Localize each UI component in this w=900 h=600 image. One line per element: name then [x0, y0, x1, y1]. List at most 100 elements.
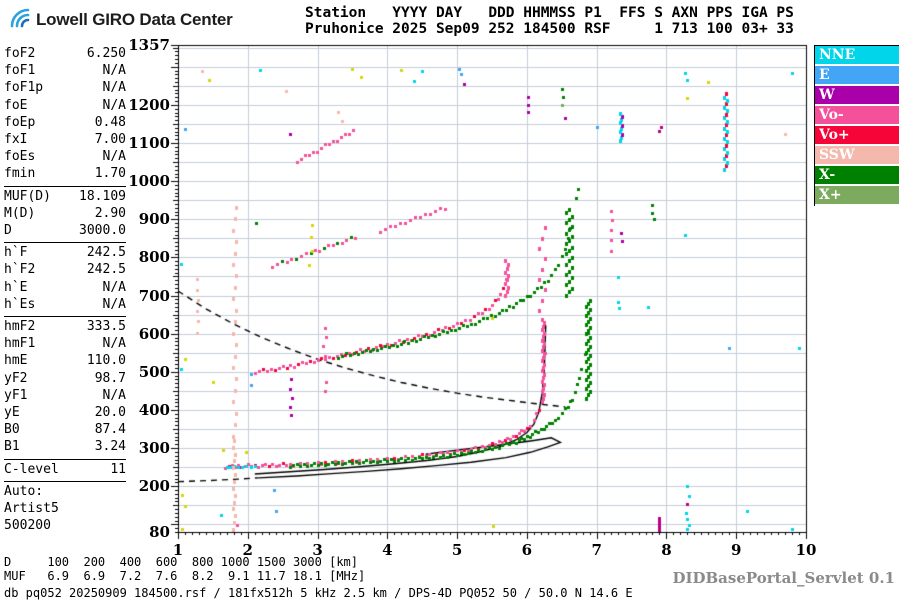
- x-tick-1: 1: [172, 541, 184, 559]
- param-row-h`Es: h`Es N/A: [4, 296, 126, 313]
- param-label: yF2: [4, 370, 28, 386]
- param-value: 242.5: [86, 245, 126, 261]
- x-tick-10: 10: [795, 541, 817, 559]
- param-group-1: MUF(D) 18.109 M(D) 2.90 D 3000.0: [4, 187, 126, 244]
- giro-logo: Lowell GIRO Data Center: [8, 6, 233, 34]
- param-value: 7.00: [94, 132, 126, 148]
- param-label: h`E: [4, 279, 28, 295]
- autoscaling-line: Artist5: [4, 501, 59, 517]
- giro-logo-icon: [8, 6, 32, 34]
- param-row-hmF1: hmF1 N/A: [4, 335, 126, 352]
- param-row-C-level: C-level 11: [4, 461, 126, 478]
- param-value: N/A: [102, 387, 126, 403]
- param-row-B1: B1 3.24: [4, 438, 126, 455]
- param-value: N/A: [102, 279, 126, 295]
- x-tick-5: 5: [451, 541, 463, 559]
- parameter-panel: foF2 6.250 foF1 N/A foF1p N/A foE N/A foEp 0.48 fx…: [4, 44, 126, 537]
- legend-item-X-: X-: [815, 166, 899, 184]
- y-tick-600: 600: [138, 324, 170, 343]
- ionogram-plot: [158, 40, 808, 540]
- param-row-yF2: yF2 98.7: [4, 370, 126, 387]
- param-value: N/A: [102, 63, 126, 79]
- legend-item-Vo-: Vo-: [815, 106, 899, 124]
- param-value: 3000.0: [79, 223, 126, 239]
- y-tick-200: 200: [138, 477, 170, 496]
- param-row-foEp: foEp 0.48: [4, 114, 126, 131]
- param-label: foEs: [4, 149, 36, 165]
- y-tick-300: 300: [138, 439, 170, 458]
- param-value: 11: [110, 461, 126, 477]
- param-label: M(D): [4, 205, 36, 221]
- param-group-3: hmF2 333.5 hmF1 N/A hmE 110.0 yF2 98.7 yF1 N/A yE 2…: [4, 317, 126, 460]
- param-value: 1.70: [94, 166, 126, 182]
- param-row-MUF(D): MUF(D) 18.109: [4, 188, 126, 205]
- param-value: 6.250: [86, 46, 126, 61]
- param-label: h`Es: [4, 296, 36, 312]
- param-group-2: h`F 242.5 h`F2 242.5 h`E N/A h`Es N/A: [4, 243, 126, 318]
- station-header-values: Pruhonice 2025 Sep09 252 184500 RSF 1 71…: [305, 21, 794, 37]
- y-tick-1357: 1357: [128, 36, 170, 54]
- param-label: B0: [4, 422, 20, 438]
- y-tick-80: 80: [149, 523, 170, 541]
- param-row-yF1: yF1 N/A: [4, 387, 126, 404]
- servlet-version-label: DIDBasePortal_Servlet 0.1: [672, 569, 895, 587]
- param-row-foF1p: foF1p N/A: [4, 79, 126, 96]
- param-value: N/A: [102, 336, 126, 352]
- legend-item-X+: X+: [815, 186, 899, 204]
- param-label: hmE: [4, 353, 28, 369]
- param-row-fxI: fxI 7.00: [4, 131, 126, 148]
- param-value: 20.0: [94, 405, 126, 421]
- x-tick-9: 9: [731, 541, 742, 559]
- x-tick-4: 4: [382, 541, 393, 559]
- param-row-fmin: fmin 1.70: [4, 165, 126, 182]
- param-value: N/A: [102, 80, 126, 96]
- y-tick-700: 700: [138, 286, 170, 305]
- y-tick-400: 400: [138, 400, 170, 419]
- param-value: 110.0: [86, 353, 126, 369]
- param-value: 333.5: [86, 319, 126, 335]
- param-label: yE: [4, 405, 20, 421]
- param-row-foE: foE N/A: [4, 97, 126, 114]
- param-value: 98.7: [94, 370, 126, 386]
- autoscaling-line: Auto:: [4, 483, 44, 499]
- param-row-M(D): M(D) 2.90: [4, 205, 126, 222]
- autoscaling-line: 500200: [4, 518, 51, 534]
- param-label: foEp: [4, 114, 36, 130]
- param-label: h`F2: [4, 262, 36, 278]
- muf-row: MUF 6.9 6.9 7.2 7.6 8.2 9.1 11.7 18.1 [M…: [4, 569, 366, 583]
- param-row-h`F: h`F 242.5: [4, 244, 126, 261]
- param-label: h`F: [4, 245, 28, 261]
- x-tick-2: 2: [242, 541, 253, 559]
- x-tick-7: 7: [591, 541, 602, 559]
- param-row-hmF2: hmF2 333.5: [4, 318, 126, 335]
- param-value: N/A: [102, 296, 126, 312]
- param-label: foF1p: [4, 80, 44, 96]
- param-group-4: C-level 11: [4, 460, 126, 482]
- legend-item-NNE: NNE: [815, 46, 899, 64]
- param-value: N/A: [102, 97, 126, 113]
- y-tick-1000: 1000: [128, 172, 170, 191]
- legend-item-SSW: SSW: [815, 146, 899, 164]
- x-tick-6: 6: [521, 541, 533, 559]
- param-row-h`F2: h`F2 242.5: [4, 261, 126, 278]
- param-row-h`E: h`E N/A: [4, 279, 126, 296]
- station-header: Station YYYY DAY DDD HHMMSS P1 FFS S AXN…: [305, 5, 794, 37]
- param-label: B1: [4, 439, 20, 455]
- param-row-foF1: foF1 N/A: [4, 62, 126, 79]
- param-value: 3.24: [94, 439, 126, 455]
- param-value: 87.4: [94, 422, 126, 438]
- legend-item-E: E: [815, 66, 899, 84]
- param-label: hmF1: [4, 336, 36, 352]
- giro-logo-text: Lowell GIRO Data Center: [36, 10, 233, 29]
- station-header-columns: Station YYYY DAY DDD HHMMSS P1 FFS S AXN…: [305, 5, 794, 21]
- param-row-foEs: foEs N/A: [4, 148, 126, 165]
- param-label: fxI: [4, 132, 28, 148]
- param-label: foF2: [4, 46, 36, 61]
- autoscaling-info: Auto: Artist5 500200: [4, 482, 126, 538]
- param-row-B0: B0 87.4: [4, 421, 126, 438]
- legend-item-W: W: [815, 86, 899, 104]
- param-label: foF1: [4, 63, 36, 79]
- param-group-0: foF2 6.250 foF1 N/A foF1p N/A foE N/A foEp 0.48 fx…: [4, 44, 126, 187]
- param-row-foF2: foF2 6.250: [4, 45, 126, 62]
- echo-type-legend: NNE E W Vo- Vo+ SSW X- X+: [814, 45, 899, 206]
